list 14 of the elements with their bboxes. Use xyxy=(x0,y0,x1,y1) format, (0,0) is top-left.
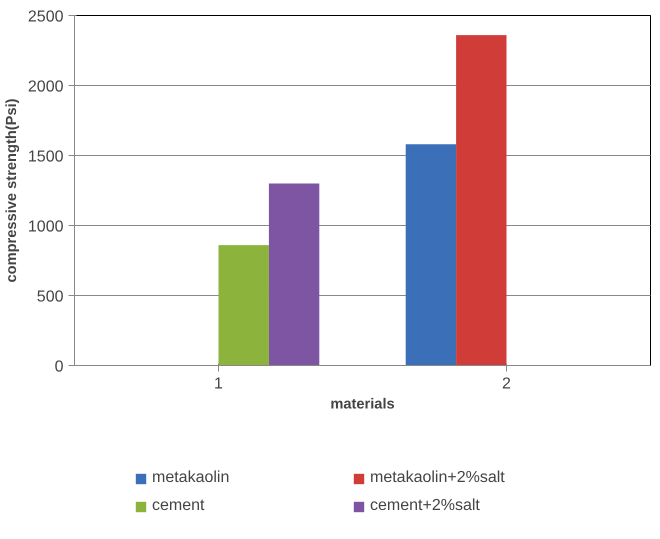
x-tick-label: 2 xyxy=(502,376,512,392)
y-tick-label: 1000 xyxy=(28,218,64,236)
y-tick-label: 1500 xyxy=(28,148,64,166)
y-tick-label: 2000 xyxy=(28,78,64,96)
y-tick-label: 500 xyxy=(36,288,64,306)
legend-label: metakaolin+2%salt xyxy=(370,469,506,487)
y-tick-label: 2500 xyxy=(28,8,64,26)
legend-label: cement xyxy=(152,497,206,515)
x-tick-label: 1 xyxy=(214,376,224,392)
y-tick-label: 0 xyxy=(54,358,64,376)
x-axis-title: materials xyxy=(330,396,395,412)
legend-label: metakaolin xyxy=(152,469,230,487)
y-axis-title: compressive strength(Psi) xyxy=(4,98,20,283)
legend-label: cement+2%salt xyxy=(370,497,481,515)
